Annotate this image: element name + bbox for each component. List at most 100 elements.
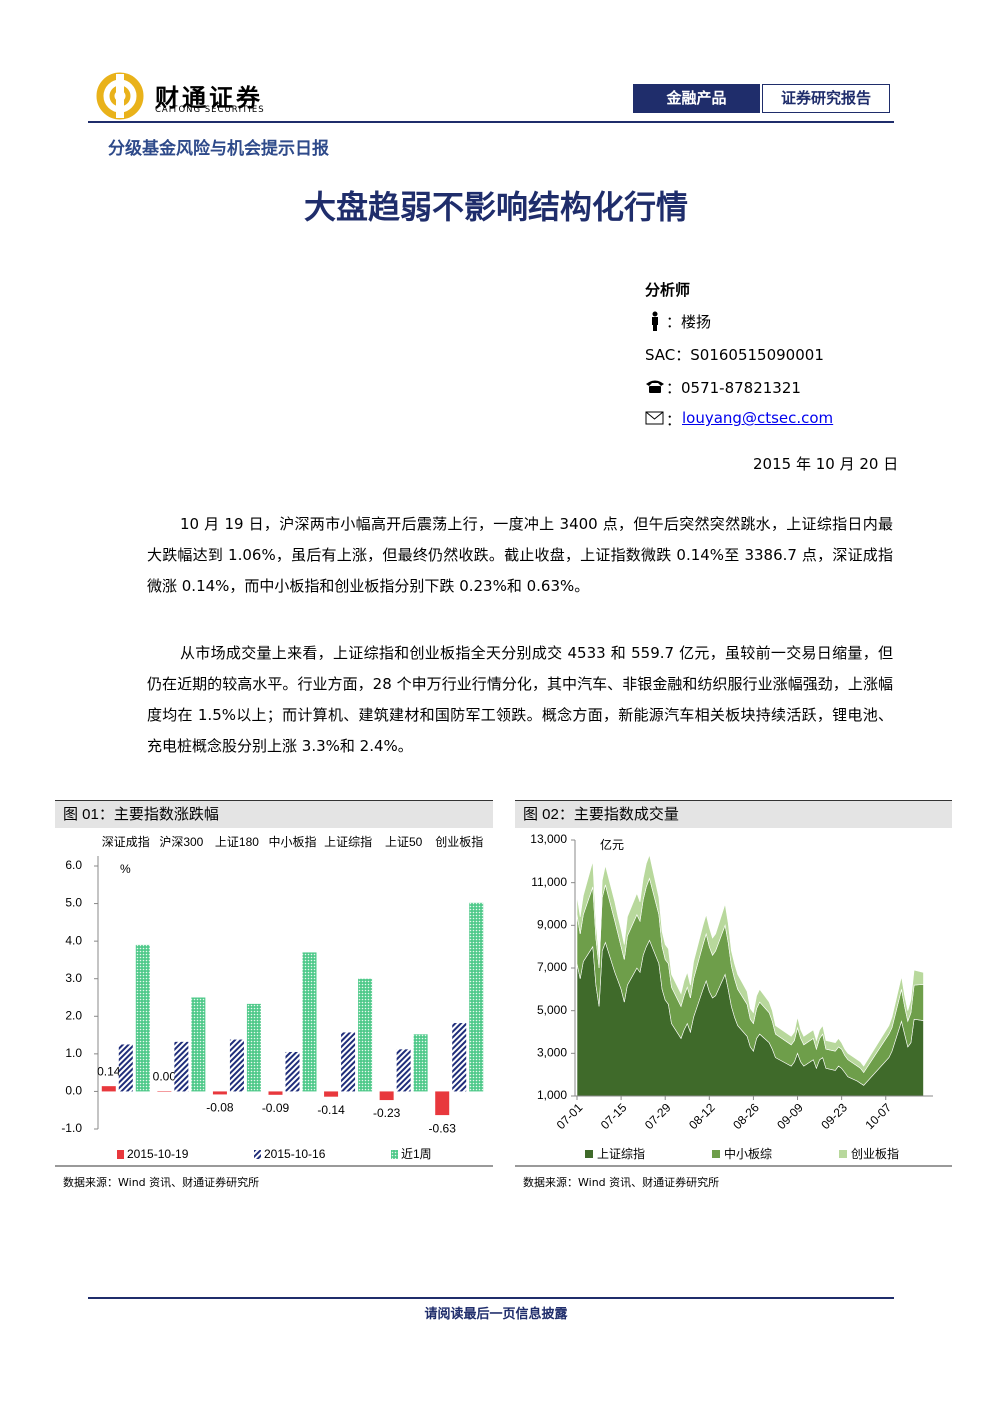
bar [191,997,206,1092]
x-tick-label: 08-26 [730,1100,762,1132]
legend-label: 2015-10-16 [264,1147,326,1161]
x-tick-label: 07-01 [554,1100,586,1132]
chart-title: 图 01：主要指数涨跌幅 [63,806,219,823]
x-tick-label: 09-09 [774,1100,806,1132]
legend-swatch [839,1150,847,1158]
analyst-phone: ：0571-87821321 [666,379,801,397]
bar [268,1091,283,1095]
source-note: 数据来源：Wind 资讯、财通证券研究所 [523,1176,720,1189]
y-tick-label: 2.0 [65,1008,82,1022]
footer-rule [88,1297,894,1299]
phone-icon [646,380,664,393]
y-tick-label: 5,000 [537,1003,567,1017]
bar [324,1091,339,1097]
report-date: 2015 年 10 月 20 日 [753,455,899,473]
category-label: 上证50 [385,835,423,849]
logo-icon [96,72,144,120]
category-label: 创业板指 [435,834,483,849]
logo-english: CAITONG SECURITIES [155,105,265,115]
paragraph: 10 月 19 日，沪深两市小幅高开后震荡上行，一度冲上 3400 点，但午后突… [147,515,893,595]
y-tick-label: 5.0 [65,896,82,910]
legend-label: 中小板综 [724,1146,772,1161]
data-label: -0.23 [373,1106,401,1120]
bar [379,1091,394,1101]
category-label: 上证180 [215,835,259,849]
logo-name: 财通证券 [155,84,263,112]
chart: 图 02：主要指数成交量 1,000 3,000 5,000 7,000 9,000 11,… [515,800,952,1167]
y-tick-label: 3,000 [537,1046,567,1060]
legend-swatch [585,1150,593,1158]
chart-title: 图 02：主要指数成交量 [523,805,679,823]
y-axis-label: % [120,862,131,876]
y-tick-label: 1,000 [537,1088,567,1102]
tab: 证券研究报告 [762,84,890,113]
y-tick-label: 13,000 [530,832,567,846]
header-rule [88,121,894,123]
source-note: 数据来源：Wind 资讯、财通证券研究所 [63,1176,260,1189]
category-label: 深证成指 [102,834,150,849]
bar [135,944,150,1092]
y-tick-label: 0.0 [65,1084,82,1098]
bar [246,1003,261,1092]
bar [358,978,373,1092]
bar [341,1032,356,1092]
y-tick-label: 6.0 [65,858,82,872]
data-label: 0.00 [153,1070,177,1084]
legend-label: 创业板指 [851,1146,899,1161]
bar [118,1044,133,1092]
legend-label: 2015-10-19 [127,1147,189,1161]
bar [157,1091,172,1092]
x-tick-label: 08-12 [686,1100,718,1132]
bar [302,952,317,1092]
bar [285,1051,300,1092]
x-tick-label: 07-15 [598,1100,630,1132]
legend-swatch [254,1150,261,1159]
legend-swatch [391,1150,398,1159]
analyst-sac: SAC：S0160515090001 [645,346,824,364]
x-tick-label: 07-29 [642,1100,674,1132]
y-tick-label: 9,000 [537,918,567,932]
category-label: 上证综指 [324,834,372,849]
data-label: -0.08 [206,1101,234,1115]
data-label: -0.63 [429,1121,457,1135]
tab: 金融产品 [633,84,760,113]
bar [469,902,484,1092]
report-series: 分级基金风险与机会提示日报 [108,139,329,159]
bar [212,1091,227,1095]
y-tick-label: -1.0 [61,1121,82,1135]
bar [229,1039,244,1092]
x-tick-label: 10-07 [862,1100,894,1132]
analyst-email-prefix: ： [666,411,682,429]
chart: 图 01：主要指数涨跌幅 -1.0 0.0 1.0 2.0 3.0 4.0 5.0 6.0 % 深证… [55,800,493,1167]
report-title: 大盘趋弱不影响结构化行情 [303,188,688,226]
legend-label: 上证综指 [597,1146,645,1161]
legend-swatch [712,1150,720,1158]
bar [396,1049,411,1092]
y-tick-label: 11,000 [531,875,567,889]
category-label: 中小板指 [268,834,316,849]
bar [101,1086,116,1092]
data-label: -0.09 [262,1101,290,1115]
x-tick-label: 09-23 [818,1100,850,1132]
mail-icon [645,411,664,425]
y-tick-label: 3.0 [65,971,82,985]
paragraph: 从市场成交量上来看，上证综指和创业板指全天分别成交 4533 和 559.7 亿… [147,644,893,755]
footer-note: 请阅读最后一页信息披露 [424,1307,568,1322]
bar [413,1034,428,1092]
analyst-heading: 分析师 [645,281,691,299]
bar [174,1041,189,1092]
legend-label: 近1周 [401,1147,432,1161]
bar [452,1023,467,1092]
person-icon [652,311,658,331]
legend-swatch [117,1150,124,1159]
area [577,853,924,1074]
bar [435,1091,450,1116]
data-label: -0.14 [317,1103,345,1117]
category-label: 沪深300 [159,835,203,849]
data-label: 0.14 [97,1064,121,1078]
analyst-email[interactable]: louyang@ctsec.com [682,409,834,427]
caption-bar [515,800,952,828]
caption-bar [55,800,493,828]
y-tick-label: 1.0 [65,1046,82,1060]
